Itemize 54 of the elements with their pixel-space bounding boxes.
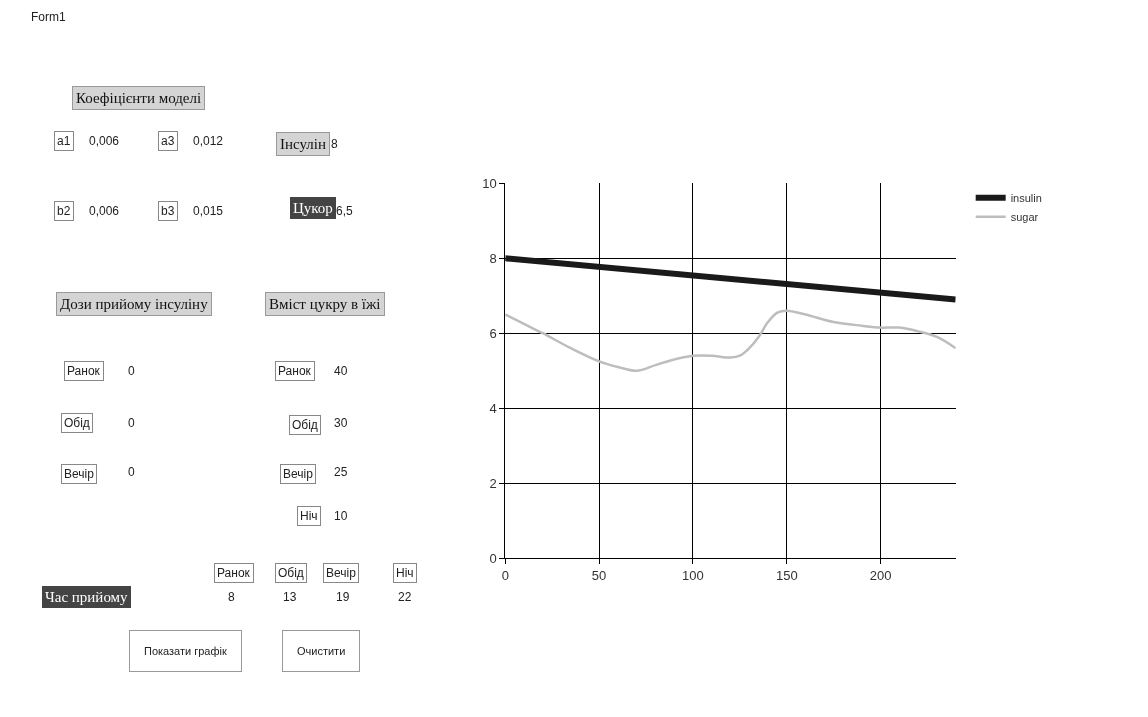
y-tick-label: 0 [489,550,497,566]
text: Показати графік [144,645,227,657]
text: Form1 [31,10,66,24]
text: 6,5 [336,204,354,218]
text: Обід [292,418,318,432]
text: a1 [57,134,71,148]
x-tick-label: 100 [682,567,704,583]
y-tick-label: 8 [489,250,497,266]
text: Ніч [396,566,414,580]
text: Дози прийому інсуліну [60,296,209,312]
text: 0 [128,364,135,378]
text: 0,012 [193,134,224,148]
legend-label: sugar [1010,211,1039,224]
text: 10 [334,509,348,523]
text: Очистити [297,645,346,657]
text: Інсулін [280,136,327,152]
text: 0,015 [193,204,224,218]
text: Коефіцієнти моделі [76,90,202,106]
x-tick-label: 150 [775,567,798,583]
text: 30 [334,416,348,430]
text: Ніч [300,509,318,523]
text: Вечір [326,566,357,580]
text: 0 [128,465,135,479]
text: Час прийому [45,589,129,605]
y-tick-label: 6 [489,325,497,341]
y-tick-label: 4 [489,400,497,416]
text: Ранок [67,364,101,378]
text: Вечір [64,467,95,481]
text: Цукор [293,200,333,216]
text: Вміст цукру в їжі [269,296,381,312]
y-tick-label: 2 [489,475,497,491]
text: b3 [161,204,175,218]
text: Обід [64,416,90,430]
text: 0,006 [89,204,120,218]
text: Вечір [283,467,314,481]
text: 19 [336,590,350,604]
x-tick-label: 50 [591,567,607,583]
text: Ранок [217,566,251,580]
x-tick-label: 0 [501,567,509,583]
text: 8 [331,137,338,151]
text: 0,006 [89,134,120,148]
legend-label: insulin [1010,192,1042,205]
text: Ранок [278,364,312,378]
text: 8 [228,590,235,604]
text: 0 [128,416,135,430]
text: 13 [283,590,297,604]
text: a3 [161,134,175,148]
text: 25 [334,465,348,479]
text: 22 [398,590,412,604]
text: 40 [334,364,348,378]
text: Обід [278,566,304,580]
text: b2 [57,204,71,218]
y-tick-label: 10 [482,175,497,191]
x-tick-label: 200 [869,567,892,583]
